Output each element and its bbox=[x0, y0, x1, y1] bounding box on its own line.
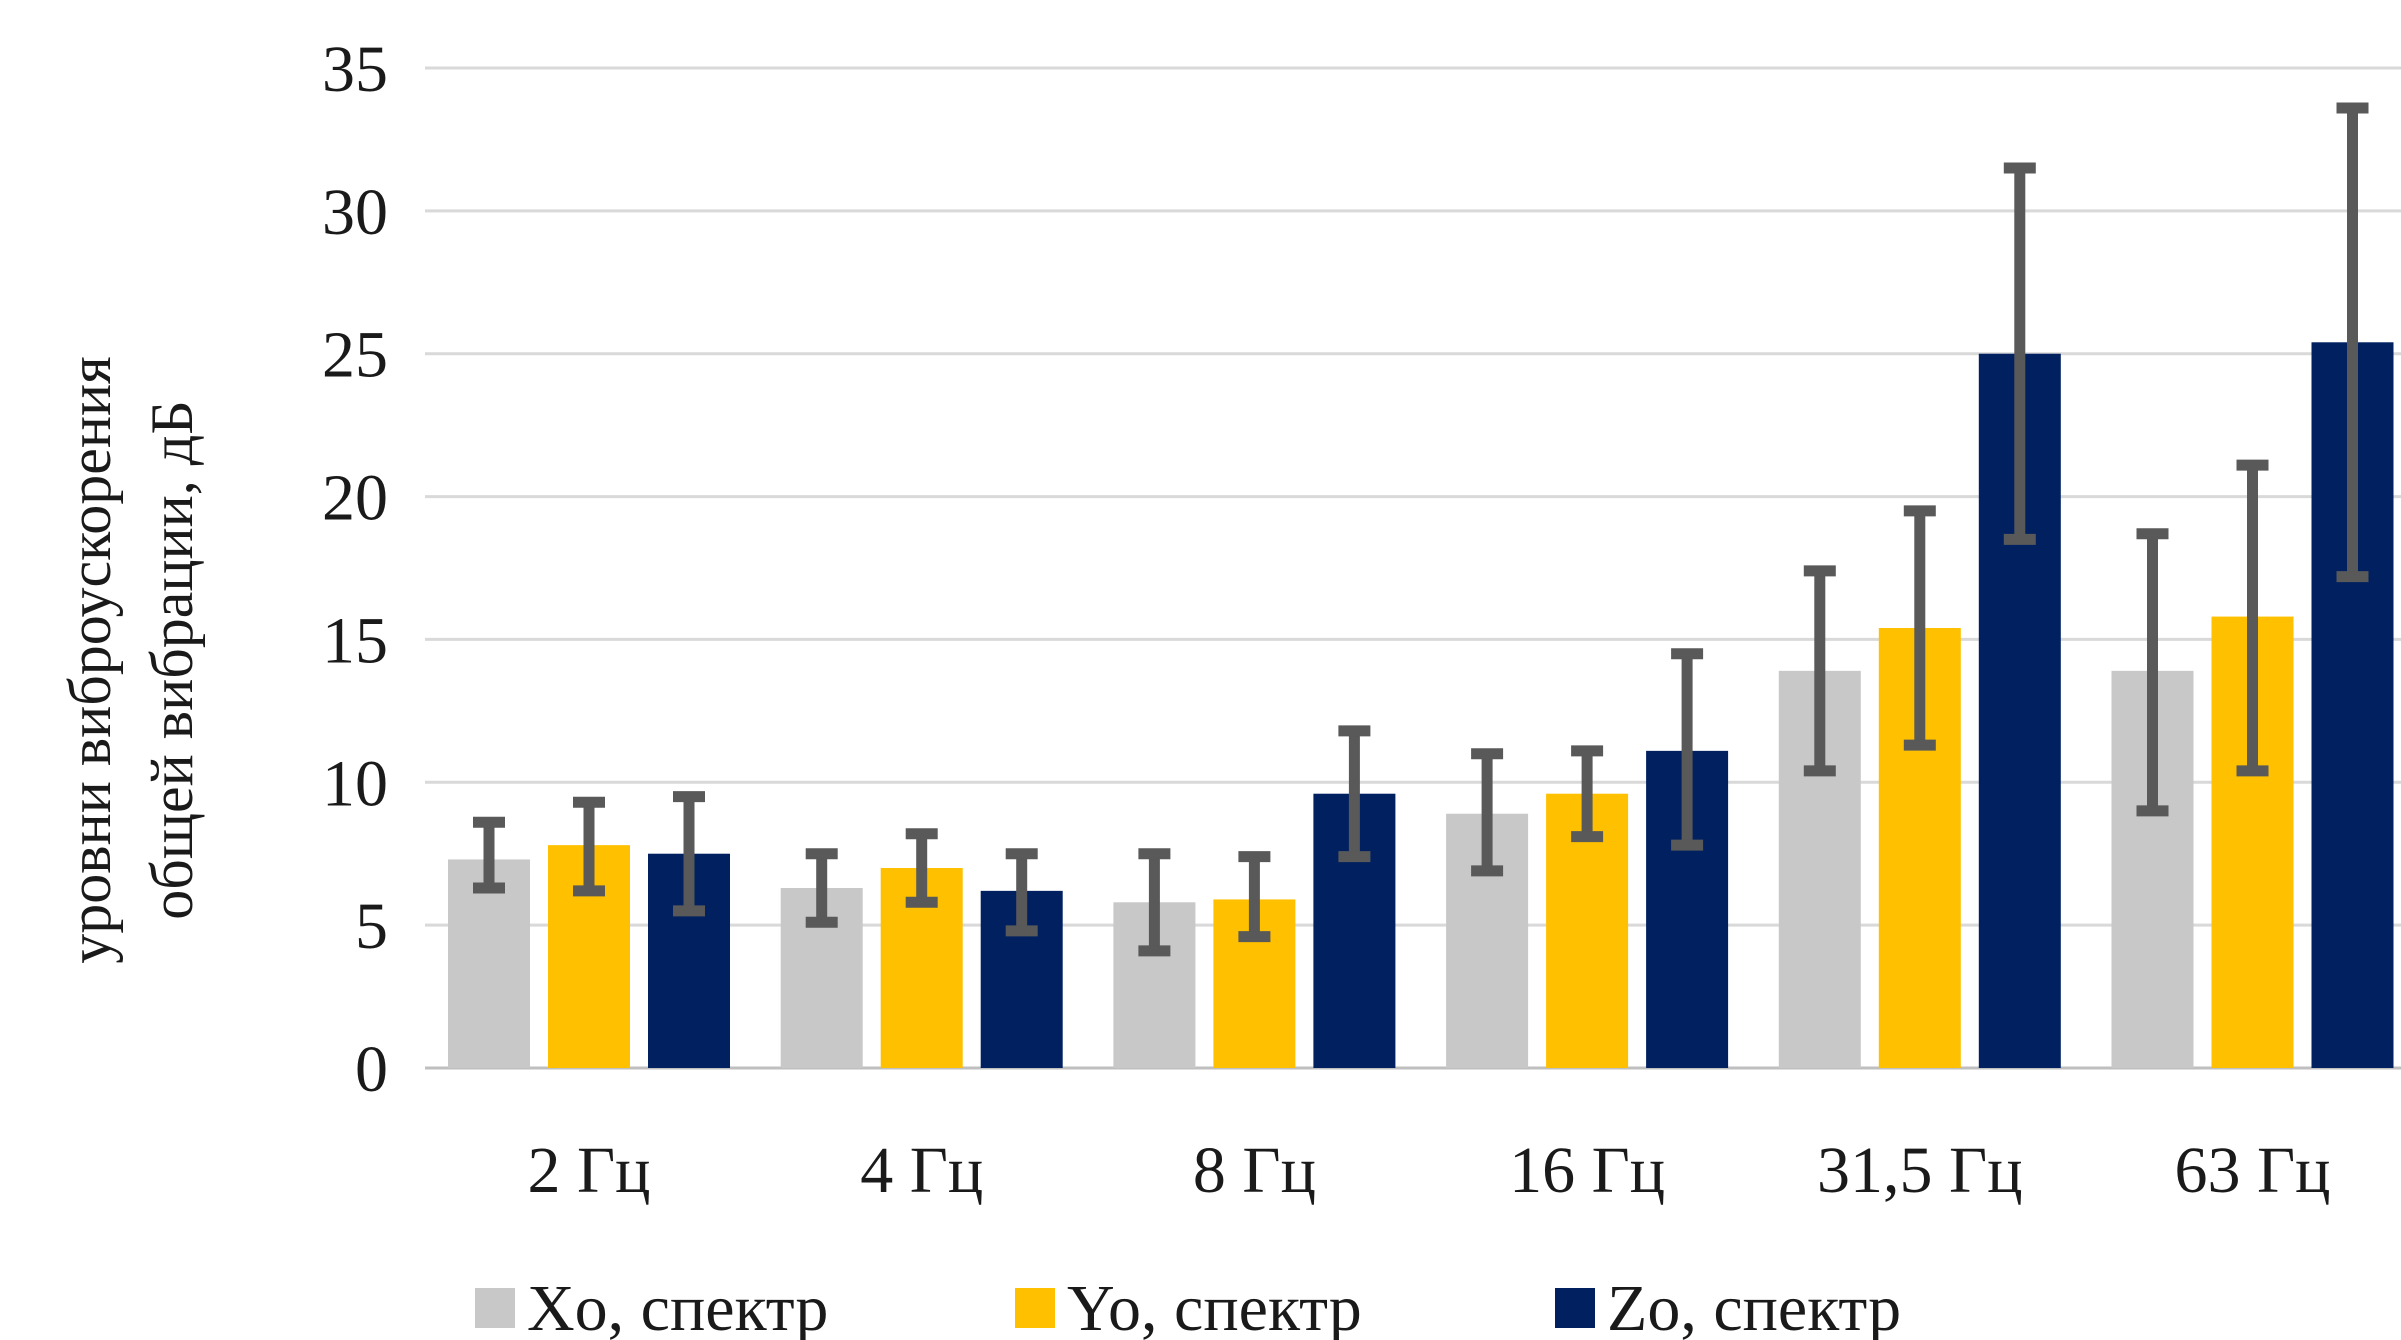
error-bar-1-6 bbox=[2136, 528, 2169, 817]
y-axis-tick-labels: 0 5 10 15 20 25 30 35 bbox=[322, 33, 388, 1106]
legend-swatch bbox=[475, 1288, 515, 1328]
legend-item-3: Zo, спектр bbox=[1555, 1272, 1901, 1340]
y-tick-label: 5 bbox=[355, 890, 388, 963]
legend-label: Xo, спектр bbox=[527, 1272, 828, 1340]
legend-label: Zo, спектр bbox=[1607, 1272, 1901, 1340]
error-bar-1-2 bbox=[805, 848, 838, 928]
legend-swatch bbox=[1015, 1288, 1055, 1328]
error-bar-3-2 bbox=[1005, 848, 1038, 937]
y-tick-label: 35 bbox=[322, 33, 388, 106]
error-bar-1-3 bbox=[1138, 848, 1171, 957]
error-bar-2-4 bbox=[1571, 745, 1604, 843]
y-tick-label: 25 bbox=[322, 319, 388, 392]
y-tick-label: 0 bbox=[355, 1033, 388, 1106]
legend: Xo, спектр Yo, спектр Zo, спектр bbox=[475, 1272, 1901, 1340]
bars bbox=[448, 342, 2394, 1068]
x-tick-label: 63 Гц bbox=[2175, 1134, 2331, 1207]
x-axis-tick-labels: 2 Гц 4 Гц 8 Гц 16 Гц 31,5 Гц 63 Гц bbox=[528, 1134, 2331, 1207]
error-bar-3-3 bbox=[1338, 725, 1371, 863]
bar-1-1 bbox=[448, 859, 530, 1068]
legend-swatch bbox=[1555, 1288, 1595, 1328]
error-bar-2-5 bbox=[1903, 505, 1936, 751]
error-bar-1-1 bbox=[473, 816, 505, 894]
y-tick-label: 15 bbox=[322, 604, 388, 677]
x-tick-label: 16 Гц bbox=[1509, 1134, 1665, 1207]
error-bar-2-1 bbox=[573, 796, 605, 897]
error-bars bbox=[473, 102, 2369, 957]
error-bar-3-4 bbox=[1671, 648, 1704, 851]
y-axis-title-line-1: уровни виброускорения bbox=[57, 356, 123, 963]
error-bar-3-1 bbox=[673, 791, 705, 917]
y-tick-label: 30 bbox=[322, 176, 388, 249]
error-bar-1-5 bbox=[1803, 565, 1836, 777]
error-bar-2-3 bbox=[1238, 851, 1271, 943]
error-bar-2-6 bbox=[2236, 459, 2269, 777]
y-tick-label: 10 bbox=[322, 747, 388, 820]
error-bar-2-2 bbox=[905, 828, 938, 908]
x-tick-label: 8 Гц bbox=[1193, 1134, 1316, 1207]
y-tick-label: 20 bbox=[322, 462, 388, 535]
error-bar-1-4 bbox=[1471, 748, 1504, 877]
x-tick-label: 2 Гц bbox=[528, 1134, 651, 1207]
y-axis-title: уровни виброускорения общей вибрации, дБ bbox=[57, 356, 205, 963]
legend-item-1: Xo, спектр bbox=[475, 1272, 828, 1340]
x-tick-label: 31,5 Гц bbox=[1817, 1134, 2022, 1207]
legend-label: Yo, спектр bbox=[1067, 1272, 1362, 1340]
y-axis-title-line-2: общей вибрации, дБ bbox=[139, 400, 205, 919]
legend-item-2: Yo, спектр bbox=[1015, 1272, 1362, 1340]
error-bar-3-6 bbox=[2336, 102, 2369, 583]
gridlines bbox=[425, 66, 2401, 1070]
error-bar-3-5 bbox=[2003, 162, 2036, 545]
x-tick-label: 4 Гц bbox=[860, 1134, 983, 1207]
